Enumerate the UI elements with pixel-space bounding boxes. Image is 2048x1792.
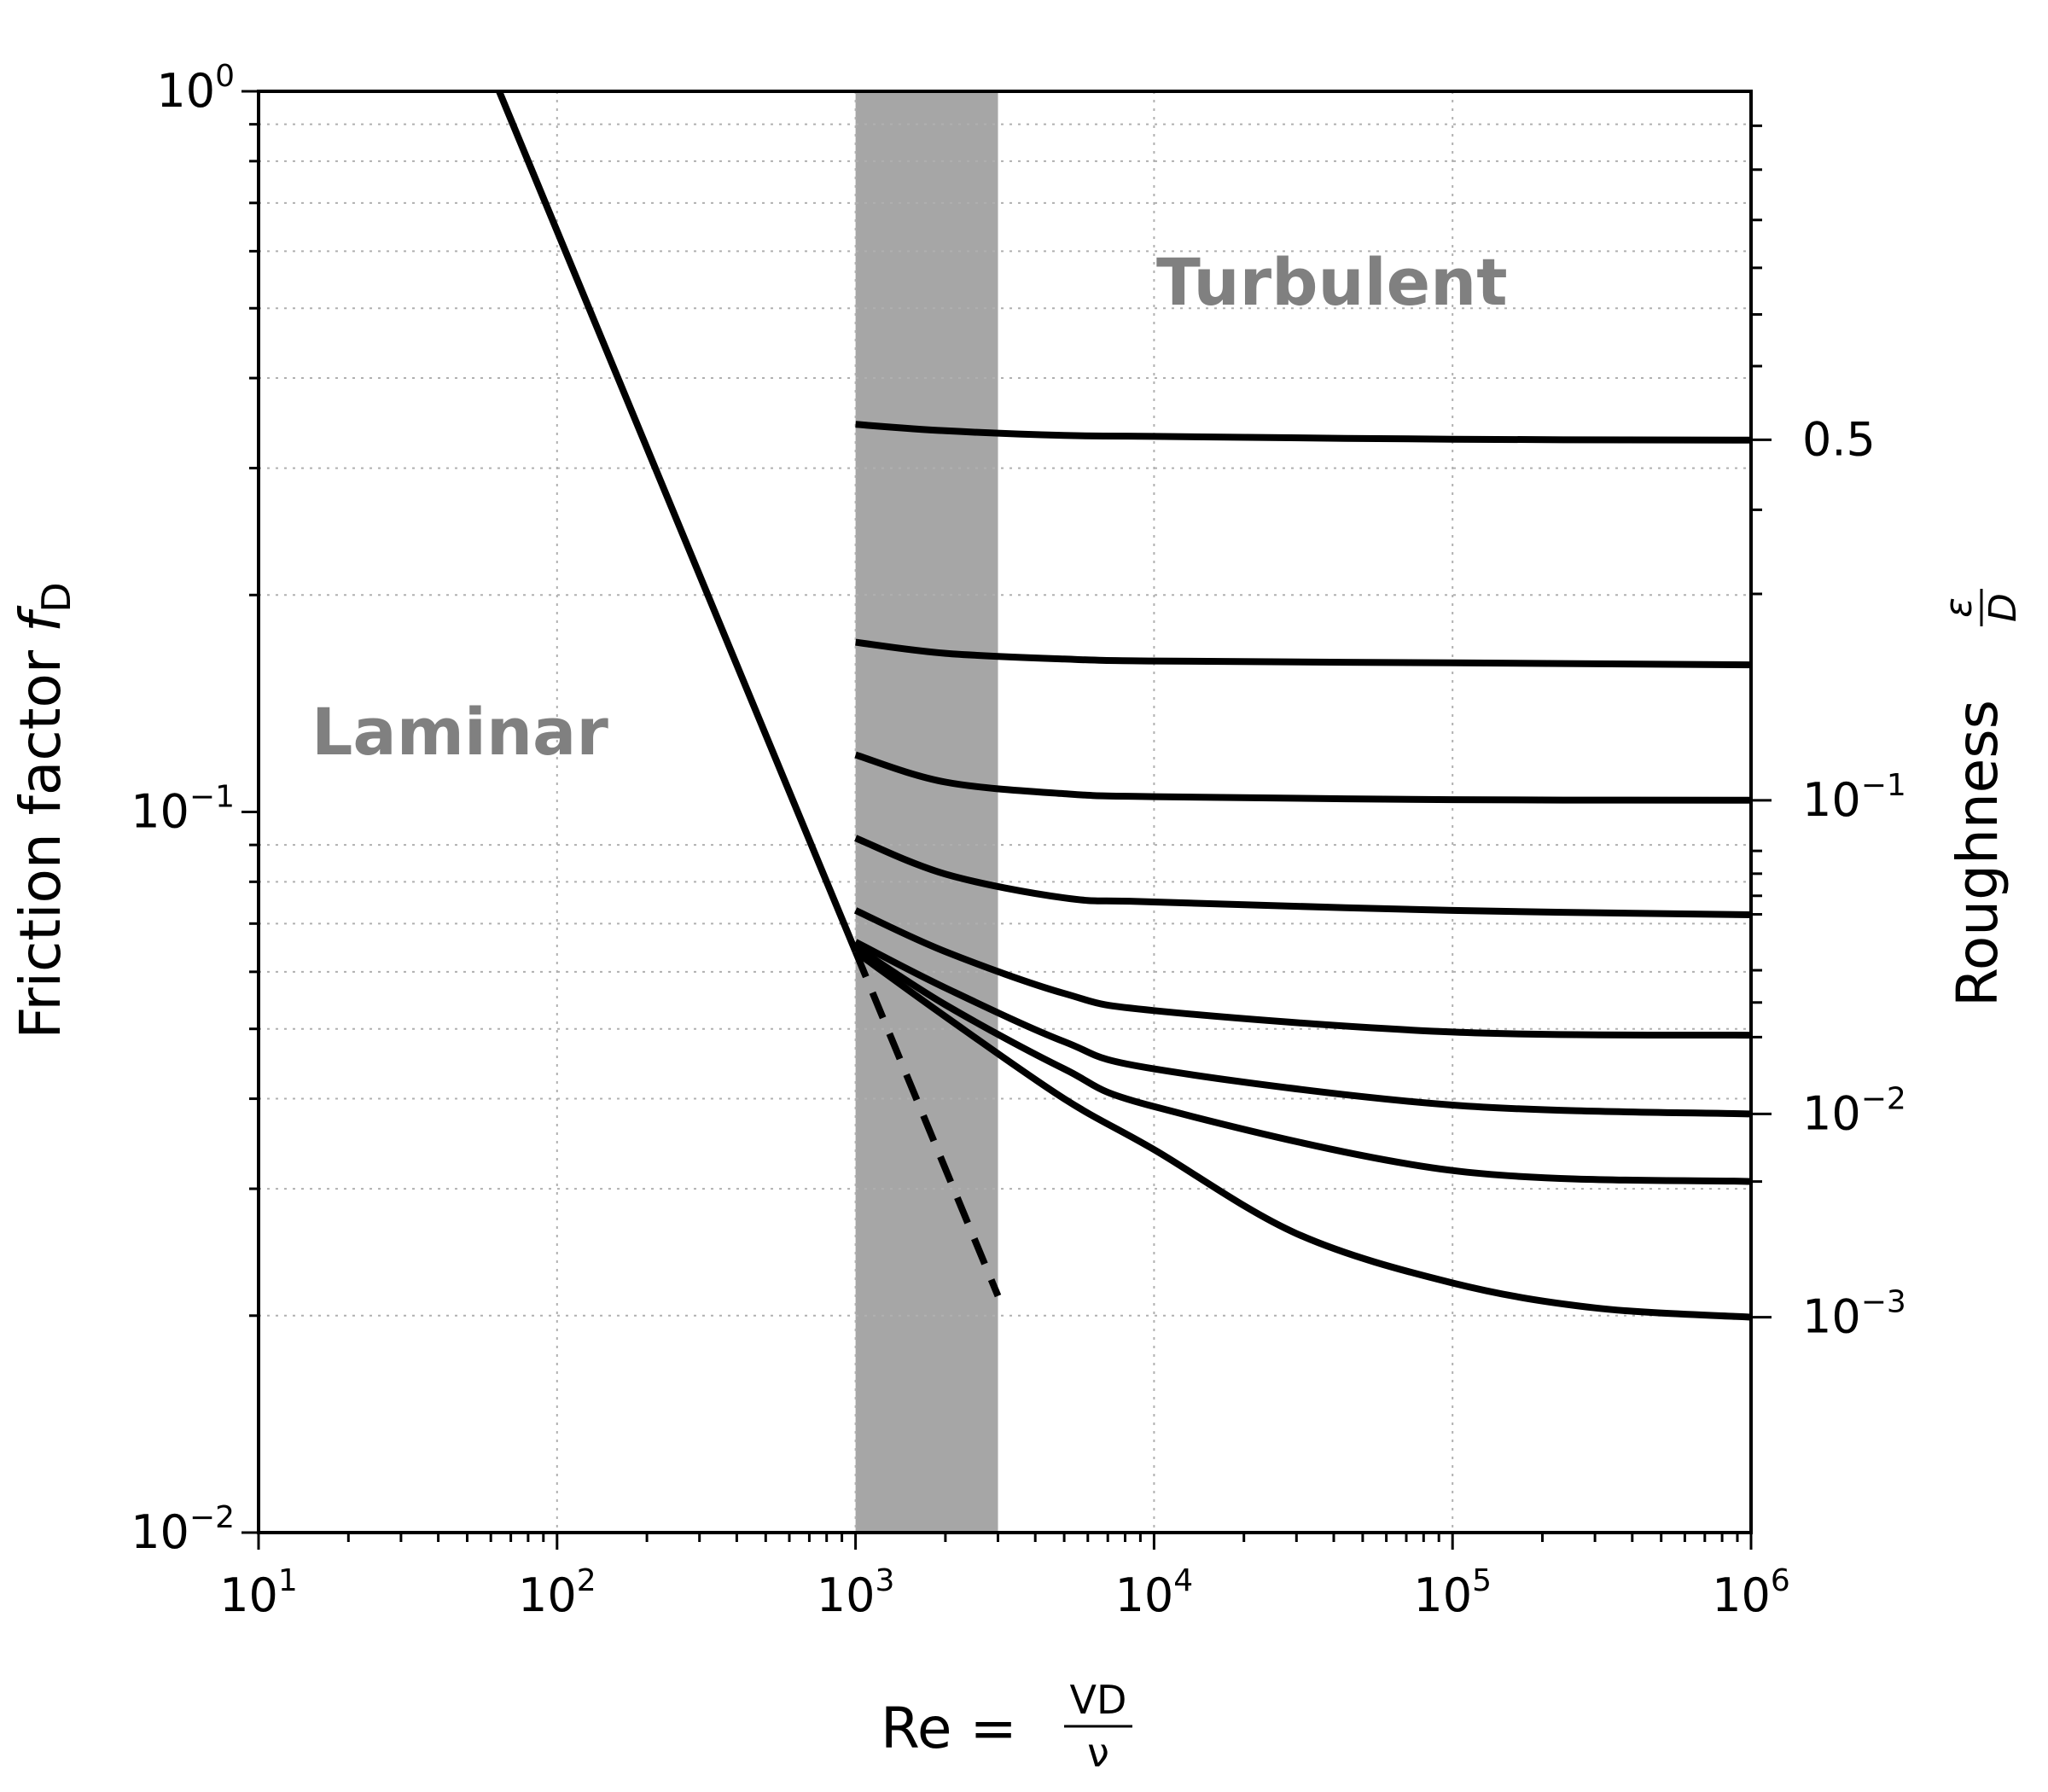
transition-band [855,91,998,1533]
x-axis-title-main: Re = [881,1696,1017,1761]
tick-label-layer: 101 102 103 104 105 106 10−2 10−1 100 10−3 10−2 10−… [131,59,1906,1622]
y2-axis-title-numerator: ε [1937,597,1981,618]
x-tick-label-3: 104 [1115,1563,1194,1622]
roughness-curve-4 [854,835,1751,918]
y2-axis-title-main: Roughness [1945,700,2010,1007]
y2-axis-title: Roughness ε D [1937,589,2025,1007]
x-tick-label-2: 103 [817,1563,895,1622]
roughness-curve-2 [855,638,1751,669]
roughness-curve-6 [853,939,1751,1118]
x-tick-label-0: 101 [219,1563,298,1622]
roughness-curve-5 [853,907,1751,1039]
y2-axis-title-denominator: D [1981,593,2025,622]
x-axis-title: Re = VD ν [881,1677,1132,1776]
x-axis-title-numerator: VD [1070,1677,1127,1723]
y-tick-label-1: 10−1 [131,780,235,839]
y2-tick-label-0: 10−3 [1802,1285,1906,1344]
x-tick-label-4: 105 [1413,1563,1492,1622]
y2-tick-label-3: 0.5 [1802,412,1876,466]
y2-tick-label-1: 10−2 [1802,1081,1906,1140]
curve-layer [495,91,1751,1321]
laminar-label: Laminar [311,694,608,770]
y2-tick-label-2: 10−1 [1802,768,1906,827]
roughness-curve-3 [854,751,1751,804]
laminar-line [495,91,859,953]
y-tick-label-0: 10−2 [131,1500,235,1559]
laminar-extension-dashed-line [852,950,1002,1298]
y-axis-title: Friction factor fD [8,582,79,1039]
x-tick-label-5: 106 [1712,1563,1790,1622]
transition-band-layer [855,91,998,1533]
tick-layer [241,90,1772,1550]
turbulent-label: Turbulent [1156,244,1508,320]
x-tick-label-1: 102 [518,1563,596,1622]
grid-layer [259,91,1751,1533]
clipped-curves [495,91,1751,1321]
roughness-curve-1 [855,421,1751,444]
y-axis-title-text: Friction factor fD [8,582,79,1039]
y-axis-title-main: Friction factor [8,632,73,1039]
y-axis-title-subscript: D [33,582,79,612]
roughness-curve-7 [853,944,1751,1185]
x-axis-title-denominator: ν [1087,1730,1109,1776]
y-tick-label-2: 100 [156,59,235,118]
roughness-curve-8 [853,948,1751,1321]
